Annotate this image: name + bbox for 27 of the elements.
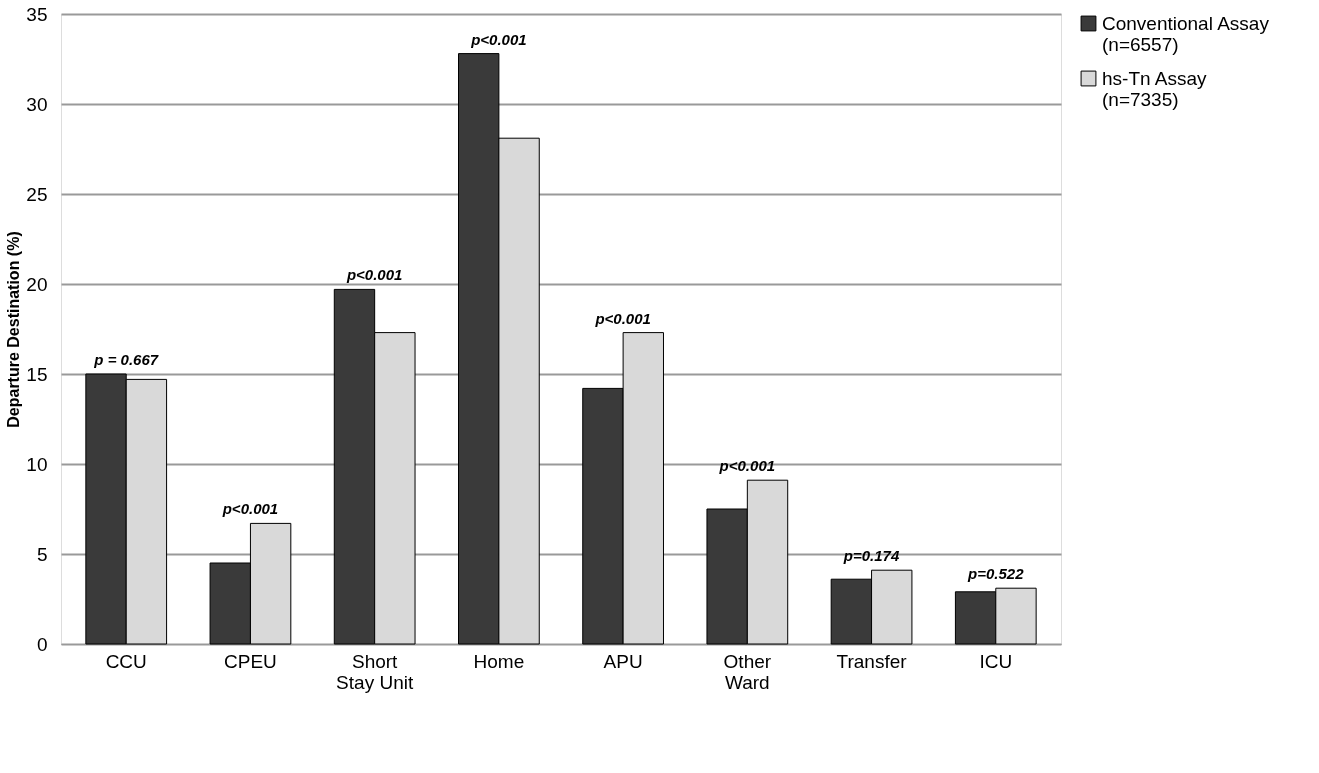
y-tick-label: 5: [36, 543, 48, 565]
x-tick-label: Transfer: [836, 650, 908, 672]
y-tick-label: 35: [26, 3, 48, 25]
annotation: p<0.001: [594, 309, 651, 327]
annotation: p<0.001: [221, 500, 279, 518]
x-tick-label: Home: [473, 650, 525, 672]
x-tick-label: ICU: [979, 650, 1013, 672]
annotation: p<0.001: [345, 266, 403, 284]
y-tick-label: 15: [26, 363, 48, 385]
y-tick-label: 0: [36, 633, 48, 655]
annotation: p<0.001: [718, 457, 776, 475]
x-tick-label: CCU: [105, 650, 147, 672]
x-tick-label: CPEU: [224, 650, 277, 672]
y-tick-label: 20: [26, 273, 48, 295]
y-tick-label: 10: [26, 453, 48, 475]
x-tick-label: Short Stay Unit: [336, 650, 414, 693]
x-tick-label: APU: [603, 650, 643, 672]
annotation: p<0.001: [470, 30, 527, 48]
annotation: p=0.522: [967, 565, 1025, 583]
legend-label: hs-Tn Assay (n=7335): [1102, 67, 1208, 110]
annotation: p=0.174: [842, 547, 900, 565]
x-tick-label: Other Ward: [723, 650, 772, 693]
legend-label: Conventional Assay (n=6557): [1102, 12, 1270, 55]
y-tick-label: 30: [26, 93, 48, 115]
annotation: p = 0.667: [93, 351, 159, 368]
y-axis-title: Departure Destination (%): [5, 231, 23, 428]
y-tick-label: 25: [26, 183, 48, 205]
